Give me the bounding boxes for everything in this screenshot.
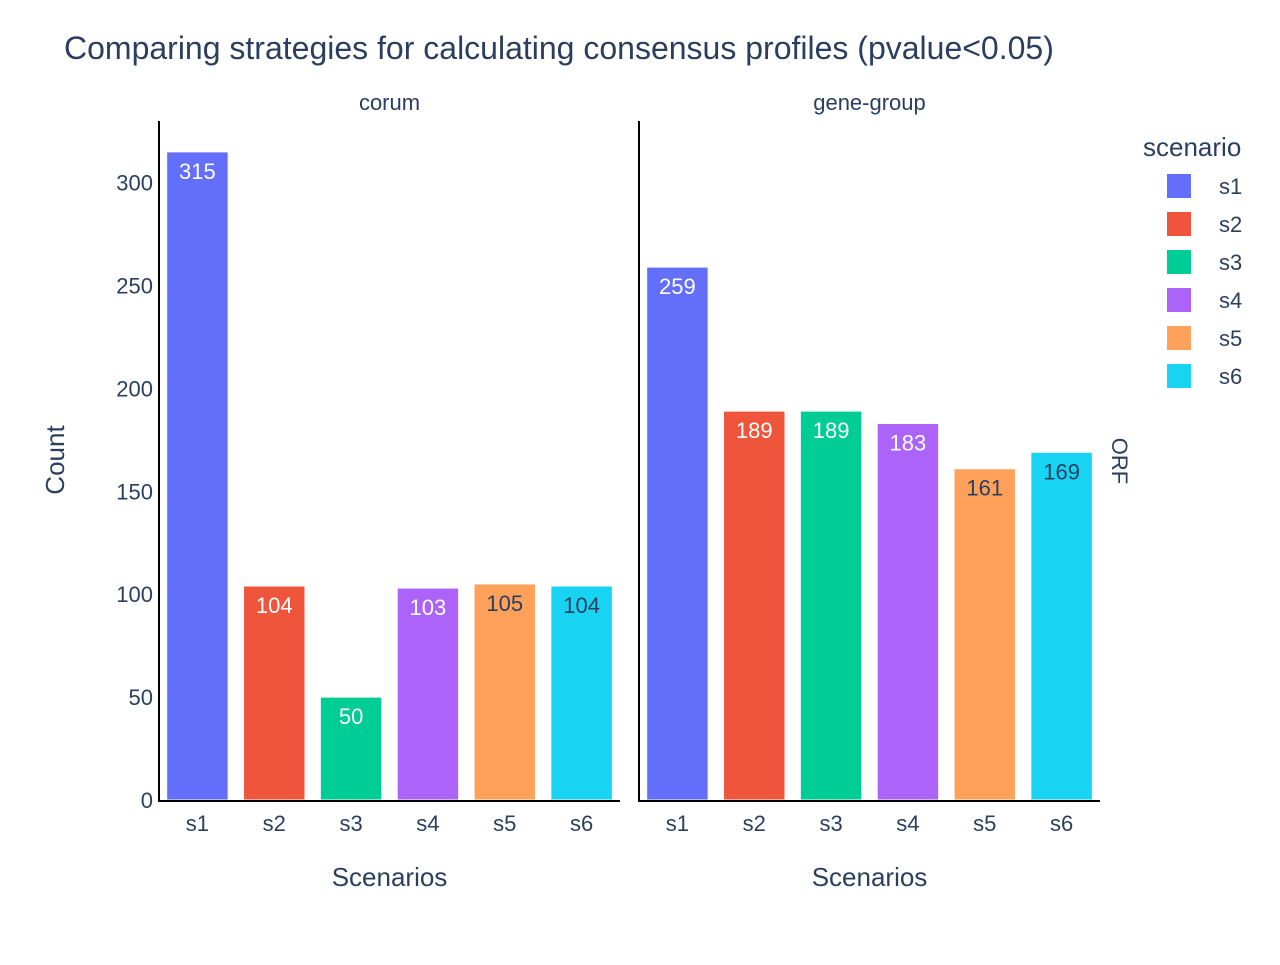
x-tick-label: s1 [186, 811, 209, 836]
y-tick-label: 100 [116, 582, 153, 607]
facet-title: gene-group [813, 90, 926, 115]
data-label: 104 [256, 593, 293, 618]
row-facet-label: ORF [1107, 438, 1132, 484]
bar [473, 583, 536, 801]
legend-label: s4 [1219, 288, 1242, 313]
x-tick-label: s4 [416, 811, 439, 836]
x-axis-label: Scenarios [332, 862, 448, 892]
x-tick-label: s4 [896, 811, 919, 836]
legend-item: s1 [1167, 174, 1242, 199]
y-tick-label: 150 [116, 479, 153, 504]
data-label: 50 [339, 704, 363, 729]
bar [953, 468, 1016, 801]
bar [876, 422, 940, 801]
legend-item: s3 [1167, 250, 1242, 275]
data-label: 103 [410, 595, 447, 620]
legend-label: s1 [1219, 174, 1242, 199]
facet-title: corum [359, 90, 420, 115]
panels-layer: corum 315 104 50 103 105 104 s1 s2 s3 s4 s5 s6 Scenar… [116, 90, 1100, 892]
legend-label: s3 [1219, 250, 1242, 275]
data-label: 169 [1043, 459, 1080, 484]
data-label: 183 [890, 430, 927, 455]
panel-gene-group: gene-group 259 189 189 183 161 169 s1 s2 s3 s4 s5 s6… [638, 90, 1100, 892]
y-tick-label: 50 [129, 685, 153, 710]
legend-swatch [1167, 288, 1191, 312]
legend-item: s5 [1167, 326, 1242, 351]
legend: s1 s2 s3 s4 s5 s6 [1167, 174, 1242, 389]
legend-item: s6 [1167, 364, 1242, 389]
x-tick-label: s1 [666, 811, 689, 836]
legend-label: s2 [1219, 212, 1242, 237]
data-label: 189 [813, 418, 850, 443]
y-tick-label: 250 [116, 274, 153, 299]
data-label: 161 [966, 476, 1003, 501]
legend-swatch [1167, 212, 1191, 236]
bar [396, 587, 460, 801]
legend-swatch [1167, 250, 1191, 274]
x-tick-label: s3 [339, 811, 362, 836]
legend-label: s5 [1219, 326, 1242, 351]
x-tick-label: s2 [263, 811, 286, 836]
x-tick-label: s5 [973, 811, 996, 836]
x-tick-label: s6 [1050, 811, 1073, 836]
chart-title: Comparing strategies for calculating con… [64, 30, 1054, 66]
y-tick-label: 0 [141, 788, 153, 813]
x-tick-label: s6 [570, 811, 593, 836]
y-axis-label: Count [40, 425, 70, 495]
bar [799, 410, 863, 801]
legend-label: s6 [1219, 364, 1242, 389]
x-tick-label: s3 [819, 811, 842, 836]
data-label: 315 [179, 159, 216, 184]
y-tick-label: 200 [116, 376, 153, 401]
data-label: 104 [563, 593, 600, 618]
bar [243, 585, 306, 801]
data-label: 105 [486, 591, 523, 616]
legend-swatch [1167, 326, 1191, 350]
bar [1030, 451, 1093, 801]
bar [646, 266, 709, 801]
legend-item: s2 [1167, 212, 1242, 237]
bar [319, 696, 383, 801]
data-label: 259 [659, 274, 696, 299]
bar [166, 151, 229, 801]
panel-corum: corum 315 104 50 103 105 104 s1 s2 s3 s4 s5 s6 Scenar… [116, 90, 620, 892]
data-label: 189 [736, 418, 773, 443]
bar [550, 585, 613, 801]
y-tick-label: 300 [116, 171, 153, 196]
legend-title: scenario [1143, 132, 1241, 162]
x-axis-label: Scenarios [812, 862, 928, 892]
legend-item: s4 [1167, 288, 1242, 313]
legend-swatch [1167, 174, 1191, 198]
legend-swatch [1167, 364, 1191, 388]
x-tick-label: s2 [743, 811, 766, 836]
bar [723, 410, 786, 801]
x-tick-label: s5 [493, 811, 516, 836]
